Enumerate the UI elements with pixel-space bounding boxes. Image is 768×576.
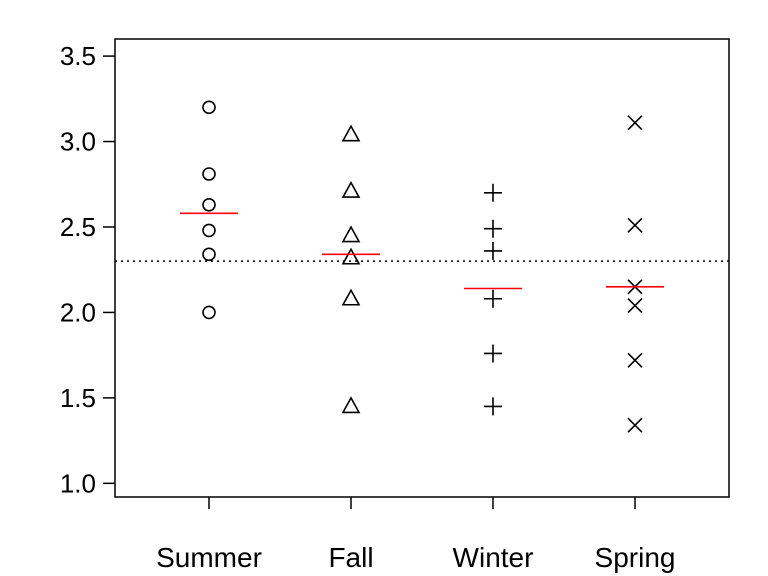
y-tick-label: 2.5 bbox=[60, 212, 96, 242]
winter-point bbox=[484, 183, 502, 202]
y-tick-label: 2.0 bbox=[60, 297, 96, 327]
y-tick-label: 3.5 bbox=[60, 41, 96, 71]
category-label-fall: Fall bbox=[328, 542, 373, 573]
spring-point bbox=[627, 217, 643, 233]
plot-frame bbox=[114, 38, 730, 498]
fall-point bbox=[341, 288, 361, 306]
spring-point bbox=[627, 417, 643, 433]
spring-point bbox=[627, 115, 643, 131]
y-tick-label: 1.5 bbox=[60, 383, 96, 413]
winter-point bbox=[484, 219, 502, 238]
mean-lines bbox=[180, 212, 664, 290]
y-axis: 1.0 1.5 2.0 2.5 3.0 3.5 bbox=[60, 41, 115, 498]
y-tick-label: 1.0 bbox=[60, 468, 96, 498]
spring-point bbox=[627, 298, 643, 314]
winter-point bbox=[484, 241, 502, 260]
winter-point bbox=[484, 397, 502, 416]
fall-point bbox=[341, 396, 361, 414]
summer-point bbox=[202, 305, 216, 320]
spring-point bbox=[627, 352, 643, 368]
fall-point bbox=[341, 124, 361, 142]
data-points bbox=[202, 100, 643, 433]
summer-point bbox=[202, 247, 216, 262]
summer-point bbox=[202, 167, 216, 181]
summer-point bbox=[202, 223, 216, 238]
fall-point bbox=[341, 225, 361, 243]
summer-point bbox=[202, 100, 216, 115]
winter-point bbox=[484, 344, 502, 363]
fall-point bbox=[341, 247, 361, 265]
y-tick-label: 3.0 bbox=[60, 127, 96, 157]
category-label-spring: Spring bbox=[595, 542, 676, 573]
fall-point bbox=[341, 180, 361, 198]
category-label-summer: Summer bbox=[156, 542, 262, 573]
summer-point bbox=[202, 197, 216, 212]
winter-point bbox=[484, 289, 502, 308]
x-axis: Summer Fall Winter Spring bbox=[156, 497, 675, 573]
category-label-winter: Winter bbox=[453, 542, 534, 573]
